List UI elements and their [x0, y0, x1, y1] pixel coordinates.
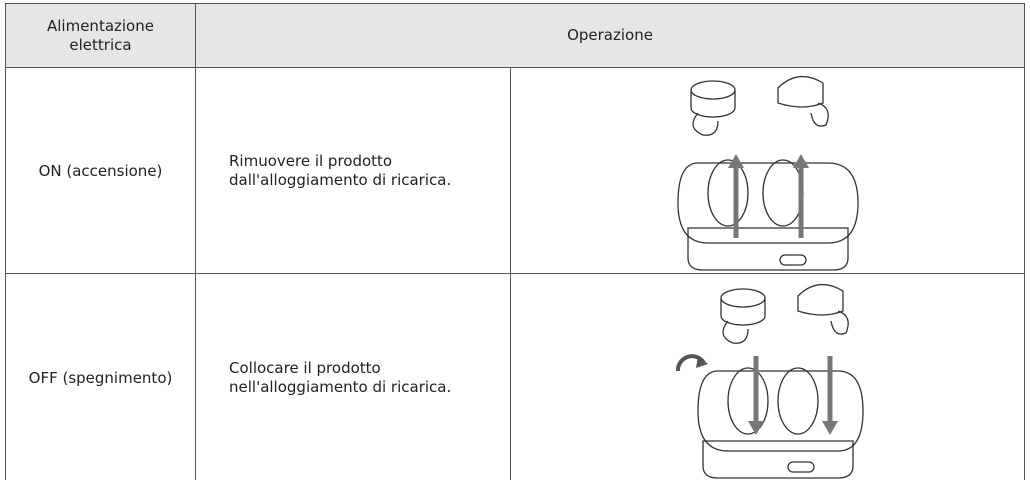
header-text: Alimentazione elettrica: [47, 16, 154, 54]
cell-text: Rimuovere il prodotto dall'alloggiamento…: [229, 151, 452, 189]
cell-text: Collocare il prodotto nell'alloggiamento…: [229, 359, 452, 396]
illustration-remove: [676, 76, 859, 271]
cell-text: ON (accensione): [38, 161, 163, 180]
header-text: Operazione: [567, 26, 653, 44]
illustration-insert: [675, 283, 864, 479]
cell-text: OFF (spegnimento): [28, 369, 173, 387]
cell: [510, 67, 1025, 274]
cell: OFF (spegnimento): [5, 273, 196, 480]
header-cell: Alimentazione elettrica: [5, 3, 196, 68]
cell: Rimuovere il prodotto dall'alloggiamento…: [195, 67, 511, 274]
cell: Collocare il prodotto nell'alloggiamento…: [195, 273, 511, 480]
cell: [510, 273, 1025, 480]
header-cell: Operazione: [195, 3, 1025, 68]
cell: ON (accensione): [5, 67, 196, 274]
